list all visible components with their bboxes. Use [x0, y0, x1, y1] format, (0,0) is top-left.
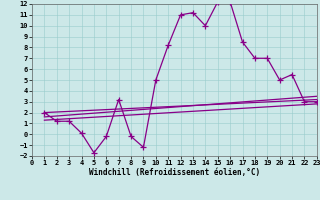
X-axis label: Windchill (Refroidissement éolien,°C): Windchill (Refroidissement éolien,°C): [89, 168, 260, 177]
